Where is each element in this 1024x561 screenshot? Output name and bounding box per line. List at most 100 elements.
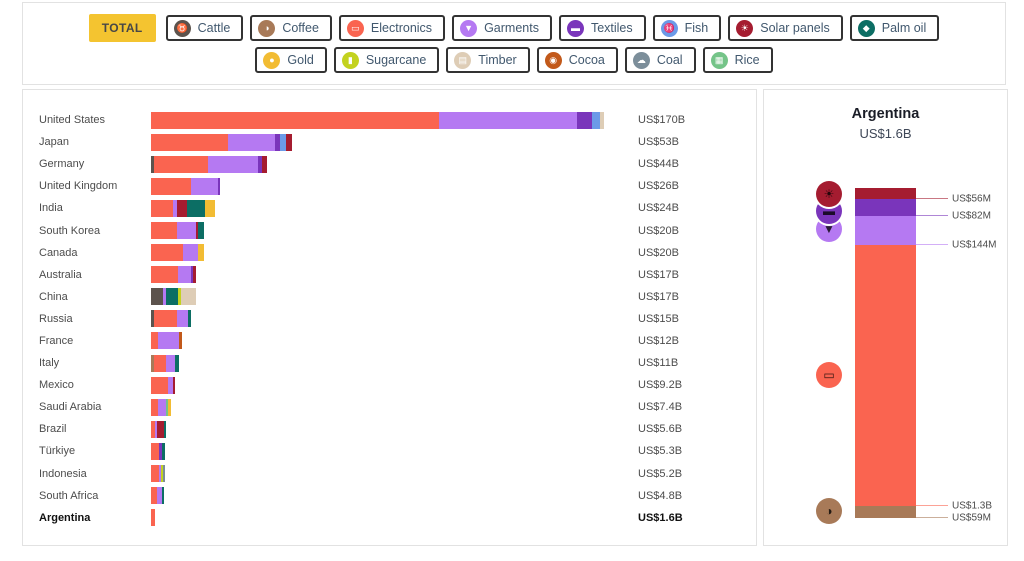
filter-button-coal[interactable]: ☁ Coal	[624, 47, 696, 73]
electronics-segment[interactable]	[151, 332, 158, 350]
sugarcane-segment[interactable]	[177, 288, 181, 306]
filter-button-rice[interactable]: ▦ Rice	[702, 47, 773, 73]
palm-oil-segment[interactable]	[163, 420, 166, 438]
filter-button-textiles[interactable]: ▬ Textiles	[558, 15, 646, 41]
timber-segment[interactable]	[180, 288, 197, 306]
rice-segment[interactable]	[166, 398, 169, 416]
electronics-segment[interactable]	[151, 420, 155, 438]
garments-segment[interactable]	[208, 155, 258, 173]
garments-segment[interactable]	[177, 310, 189, 328]
garments-segment[interactable]	[177, 266, 191, 284]
electronics-segment[interactable]	[151, 465, 160, 483]
country-bar[interactable]	[151, 465, 165, 483]
garments-segment[interactable]	[168, 376, 173, 394]
electronics-segment[interactable]	[151, 244, 183, 262]
country-bar[interactable]	[151, 442, 166, 460]
filter-button-cocoa[interactable]: ◉ Cocoa	[536, 47, 618, 73]
garments-segment[interactable]	[182, 244, 199, 262]
filter-button-timber[interactable]: ▤ Timber	[446, 47, 530, 73]
solar-panels-segment[interactable]	[286, 133, 293, 151]
textiles-segment[interactable]	[190, 266, 194, 284]
country-bar[interactable]	[151, 354, 180, 372]
palm-oil-segment[interactable]	[165, 288, 178, 306]
textiles-segment[interactable]	[577, 111, 592, 129]
electronics-segment[interactable]	[151, 442, 160, 460]
filter-button-fish[interactable]: ♓ Fish	[652, 15, 722, 41]
gold-segment[interactable]	[168, 398, 171, 416]
electronics-segment[interactable]	[153, 354, 166, 372]
fish-segment[interactable]	[591, 111, 600, 129]
garments-segment[interactable]	[155, 420, 157, 438]
country-bar[interactable]	[151, 509, 156, 527]
palm-oil-segment[interactable]	[188, 310, 191, 328]
solar-panels-segment[interactable]	[172, 376, 176, 394]
electronics-segment[interactable]	[151, 177, 191, 195]
filter-button-palm-oil[interactable]: ◆ Palm oil	[849, 15, 940, 41]
country-bar[interactable]	[151, 133, 293, 151]
solar-panels-segment[interactable]	[156, 420, 164, 438]
electronics-segment[interactable]	[151, 376, 169, 394]
garments-segment[interactable]	[157, 487, 162, 505]
electronics-segment[interactable]	[151, 487, 158, 505]
garments-segment[interactable]	[438, 111, 578, 129]
palm-oil-segment[interactable]	[187, 199, 206, 217]
cattle-segment[interactable]	[151, 155, 154, 173]
palm-oil-segment[interactable]	[198, 222, 205, 240]
garments-segment[interactable]	[173, 199, 178, 217]
electronics-segment[interactable]	[151, 266, 178, 284]
filter-button-coffee[interactable]: ◑ Coffee	[250, 15, 332, 41]
filter-button-garments[interactable]: ▼ Garments	[452, 15, 552, 41]
country-bar[interactable]	[151, 398, 171, 416]
solar-panels-segment[interactable]	[196, 222, 199, 240]
country-bar[interactable]	[151, 420, 166, 438]
country-bar[interactable]	[151, 266, 197, 284]
country-bar[interactable]	[151, 177, 221, 195]
palm-oil-segment[interactable]	[161, 442, 166, 460]
sugarcane-segment[interactable]	[160, 465, 163, 483]
palm-oil-segment[interactable]	[175, 354, 180, 372]
country-bar[interactable]	[151, 155, 267, 173]
country-bar[interactable]	[151, 487, 164, 505]
textiles-segment[interactable]	[274, 133, 281, 151]
cattle-segment[interactable]	[151, 310, 154, 328]
filter-button-electronics[interactable]: ▭ Electronics	[338, 15, 446, 41]
country-bar[interactable]	[151, 111, 604, 129]
country-bar[interactable]	[151, 376, 176, 394]
electronics-segment[interactable]	[151, 133, 229, 151]
country-bar[interactable]	[151, 310, 191, 328]
solar-panels-segment[interactable]	[193, 266, 197, 284]
electronics-segment[interactable]	[153, 155, 209, 173]
country-bar[interactable]	[151, 332, 183, 350]
electronics-segment[interactable]	[151, 199, 174, 217]
textiles-segment[interactable]	[159, 442, 162, 460]
fish-segment[interactable]	[280, 133, 287, 151]
garments-segment[interactable]	[165, 354, 176, 372]
country-bar[interactable]	[151, 222, 205, 240]
timber-segment[interactable]	[599, 111, 604, 129]
filter-button-cattle[interactable]: ♉ Cattle	[165, 15, 244, 41]
filter-button-sugarcane[interactable]: ▮ Sugarcane	[333, 47, 440, 73]
garments-segment[interactable]	[177, 222, 197, 240]
garments-segment[interactable]	[159, 465, 161, 483]
electronics-segment[interactable]	[151, 509, 156, 527]
garments-segment[interactable]	[162, 288, 166, 306]
garments-segment[interactable]	[228, 133, 275, 151]
electronics-segment[interactable]	[153, 310, 178, 328]
electronics-segment[interactable]	[151, 398, 159, 416]
cocoa-segment[interactable]	[179, 332, 183, 350]
garments-segment[interactable]	[157, 332, 180, 350]
gold-segment[interactable]	[205, 199, 215, 217]
textiles-segment[interactable]	[218, 177, 221, 195]
electronics-segment[interactable]	[151, 222, 178, 240]
solar-panels-segment[interactable]	[261, 155, 267, 173]
filter-button-gold[interactable]: ● Gold	[255, 47, 327, 73]
country-bar[interactable]	[151, 199, 215, 217]
garments-segment[interactable]	[190, 177, 219, 195]
total-filter-button[interactable]: TOTAL	[88, 14, 156, 42]
coal-segment[interactable]	[162, 465, 165, 483]
country-bar[interactable]	[151, 244, 205, 262]
electronics-segment[interactable]	[151, 111, 439, 129]
garments-segment[interactable]	[158, 398, 167, 416]
gold-segment[interactable]	[198, 244, 205, 262]
textiles-segment[interactable]	[257, 155, 262, 173]
